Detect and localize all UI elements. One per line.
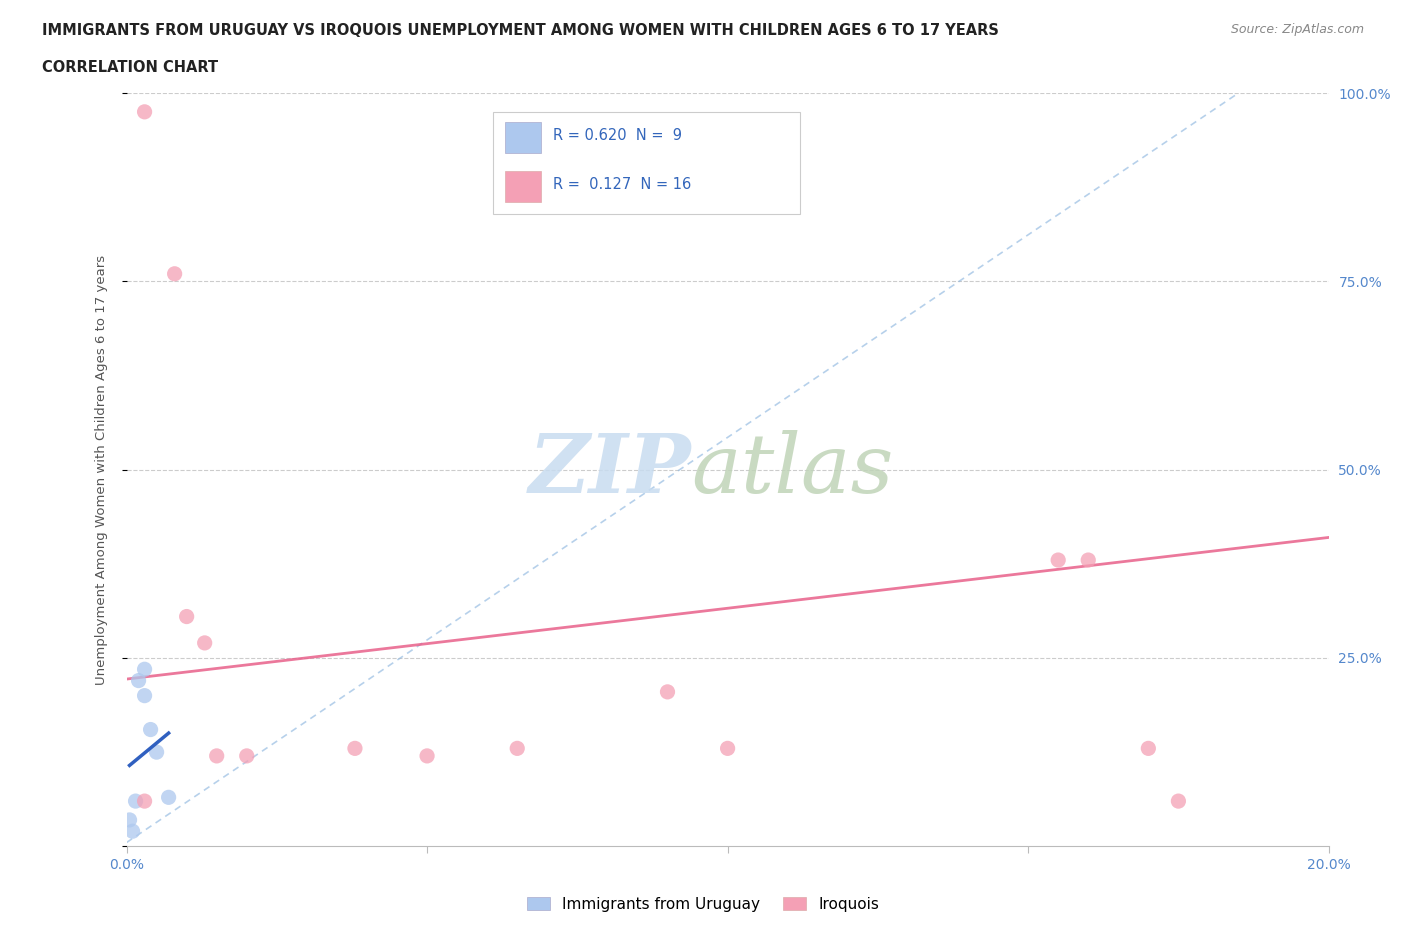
Bar	[505, 170, 541, 202]
FancyBboxPatch shape	[494, 112, 800, 214]
Point	[124, 793, 146, 808]
Point	[506, 741, 529, 756]
Bar	[505, 122, 541, 153]
Point	[128, 673, 150, 688]
Text: IMMIGRANTS FROM URUGUAY VS IROQUOIS UNEMPLOYMENT AMONG WOMEN WITH CHILDREN AGES : IMMIGRANTS FROM URUGUAY VS IROQUOIS UNEM…	[42, 23, 1000, 38]
Text: ZIP: ZIP	[529, 430, 692, 510]
Point	[134, 793, 156, 808]
Point	[134, 104, 156, 119]
Y-axis label: Unemployment Among Women with Children Ages 6 to 17 years: Unemployment Among Women with Children A…	[96, 255, 108, 684]
Point	[176, 609, 198, 624]
Point	[134, 662, 156, 677]
Point	[145, 745, 167, 760]
Point	[235, 749, 259, 764]
Point	[1167, 793, 1189, 808]
Point	[1137, 741, 1160, 756]
Text: R =  0.127  N = 16: R = 0.127 N = 16	[554, 178, 692, 193]
Point	[134, 688, 156, 703]
Point	[205, 749, 228, 764]
Point	[1077, 552, 1099, 567]
Point	[716, 741, 740, 756]
Point	[139, 722, 162, 737]
Text: atlas: atlas	[692, 430, 894, 510]
Point	[118, 813, 141, 828]
Legend: Immigrants from Uruguay, Iroquois: Immigrants from Uruguay, Iroquois	[520, 890, 886, 918]
Point	[163, 266, 186, 281]
Point	[194, 635, 217, 650]
Point	[1047, 552, 1070, 567]
Point	[343, 741, 366, 756]
Point	[121, 824, 143, 839]
Point	[657, 684, 679, 699]
Point	[416, 749, 439, 764]
Text: Source: ZipAtlas.com: Source: ZipAtlas.com	[1230, 23, 1364, 36]
Point	[157, 790, 180, 804]
Text: R = 0.620  N =  9: R = 0.620 N = 9	[554, 128, 682, 143]
Text: CORRELATION CHART: CORRELATION CHART	[42, 60, 218, 75]
